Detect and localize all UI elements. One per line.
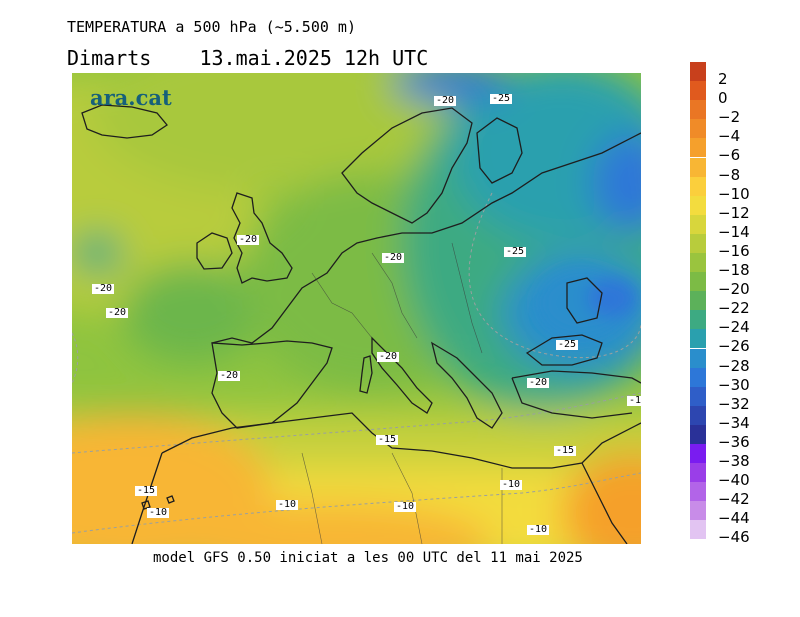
legend-label: −16 [718,241,750,260]
legend-label: −28 [718,356,750,375]
legend-swatch [690,386,706,406]
legend-swatch [690,424,706,444]
legend-label: −44 [718,509,750,528]
map-svg [72,73,641,544]
contour-label: -10 [394,501,417,512]
legend-label: 0 [718,89,728,108]
legend-swatch [690,348,706,368]
contour-label: -10 [527,524,550,535]
contour-label: -20 [377,351,400,362]
legend-swatch [690,253,706,272]
contour-label: -20 [237,234,260,245]
contour-label: -15 [135,485,158,496]
legend-label: −26 [718,337,750,356]
legend-swatch [690,195,706,215]
chart-title: TEMPERATURA a 500 hPa (~5.500 m) [67,18,356,36]
legend-swatch [690,100,706,120]
legend-label: −30 [718,375,750,394]
subtitle-datetime: 13.mai.2025 12h UTC [199,46,429,70]
legend-swatch [690,310,706,330]
legend-swatch [690,81,706,101]
legend-label: −24 [718,318,750,337]
chart-subtitle: Dimarts 13.mai.2025 12h UTC [67,46,428,70]
legend-label: 2 [718,70,728,88]
contour-label: -20 [434,95,457,106]
legend-label: −46 [718,528,750,547]
temperature-map: ara.cat -20 -25 -20 -20 -20 -20 -25 -20 … [72,73,641,544]
contour-label: -10 [500,479,523,490]
legend-label: −20 [718,280,750,299]
legend-label: −10 [718,184,750,203]
legend-swatch [690,329,706,349]
legend-swatch [690,138,706,158]
legend-swatch [690,157,706,177]
legend-swatch [690,367,706,387]
contour-label: -25 [490,93,513,104]
legend-label: −4 [718,127,741,146]
legend-swatch [690,176,706,196]
contour-label: -15 [376,434,399,445]
contour-label: -25 [504,246,527,257]
legend-label: −34 [718,413,750,432]
legend-swatch [690,405,706,425]
coastlines [81,104,641,544]
legend-label: −12 [718,203,750,222]
legend-label: −32 [718,394,750,413]
legend-swatch [690,62,706,81]
legend-label: −6 [718,146,741,165]
model-footer: model GFS 0.50 iniciat a les 00 UTC del … [153,550,583,566]
legend-swatch [690,520,706,540]
legend-swatch [690,272,706,292]
contour-label: -10 [147,507,170,518]
contour-label: -25 [556,339,579,350]
legend-label: −42 [718,490,750,509]
legend-label: −14 [718,222,750,241]
legend-label: −38 [718,452,750,470]
legend-label: −2 [718,108,741,127]
legend-label: −18 [718,261,750,279]
legend-swatch [690,291,706,311]
contour-label: -10 [276,499,299,510]
legend-swatch [690,501,706,521]
contour-label: -15 [554,445,577,456]
contour-label: -20 [92,283,115,294]
legend-label: −36 [718,432,750,451]
legend-swatch [690,119,706,139]
contour-label: -20 [106,307,129,318]
contour-label: -20 [218,370,241,381]
contour-label: -20 [382,252,405,263]
legend-swatch [690,444,706,463]
isotherms [72,192,641,534]
legend-swatch [690,482,706,502]
subtitle-day: Dimarts [67,46,152,70]
contour-label: -1 [627,396,641,406]
legend-swatch [690,463,706,483]
legend-label: −40 [718,471,750,490]
legend-swatch [690,233,706,253]
legend-swatch [690,214,706,234]
aracat-logo: ara.cat [90,85,172,110]
legend-label: −8 [718,165,741,184]
legend-label: −22 [718,299,750,318]
contour-label: -20 [527,377,550,388]
